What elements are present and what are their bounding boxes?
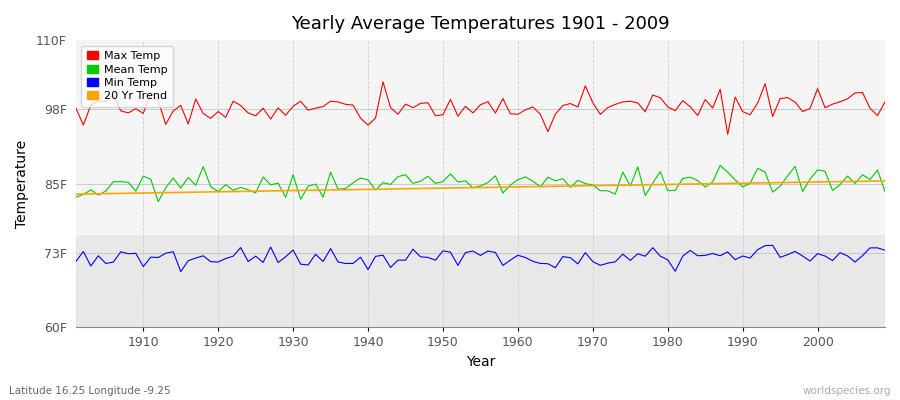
X-axis label: Year: Year	[465, 355, 495, 369]
Text: Latitude 16.25 Longitude -9.25: Latitude 16.25 Longitude -9.25	[9, 386, 171, 396]
Text: worldspecies.org: worldspecies.org	[803, 386, 891, 396]
Y-axis label: Temperature: Temperature	[15, 140, 29, 228]
Bar	[76, 40, 885, 236]
Bar	[76, 236, 885, 328]
Bar	[76, 236, 885, 328]
Legend: Max Temp, Mean Temp, Min Temp, 20 Yr Trend: Max Temp, Mean Temp, Min Temp, 20 Yr Tre…	[81, 46, 173, 107]
Title: Yearly Average Temperatures 1901 - 2009: Yearly Average Temperatures 1901 - 2009	[291, 15, 670, 33]
